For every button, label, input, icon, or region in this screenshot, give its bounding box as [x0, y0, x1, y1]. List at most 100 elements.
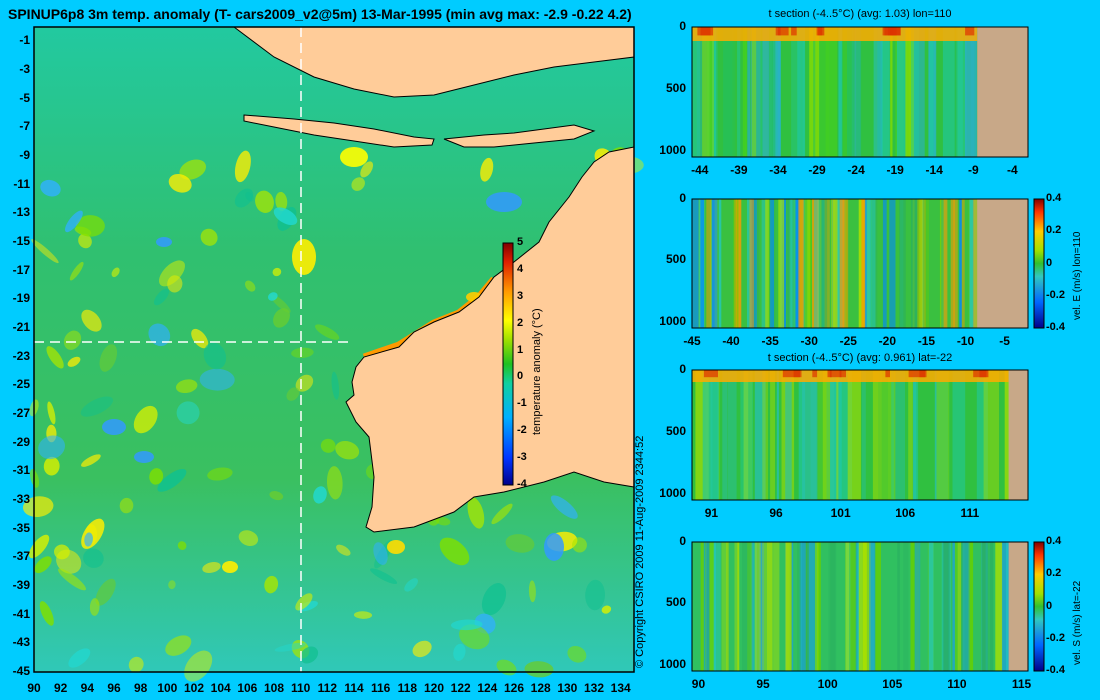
- panel-x-tick: 105: [882, 677, 903, 691]
- section-column: [965, 27, 977, 157]
- section-column: [914, 370, 919, 500]
- section-column: [723, 27, 735, 157]
- map-y-tick: -43: [12, 635, 30, 650]
- eddy: [326, 466, 343, 500]
- section-column: [692, 27, 701, 157]
- section-column: [751, 542, 757, 671]
- eddy: [314, 324, 340, 340]
- section-column: [857, 542, 860, 671]
- surface-hotspot: [829, 370, 842, 378]
- section-column: [709, 27, 712, 157]
- eddy: [360, 161, 374, 178]
- map-y-tick: -33: [12, 492, 30, 506]
- section-column: [823, 199, 830, 328]
- eddy: [336, 544, 351, 556]
- eddy: [75, 215, 105, 237]
- section-column: [899, 199, 906, 328]
- section-column: [799, 542, 806, 671]
- section-column: [962, 542, 970, 671]
- eddy: [273, 308, 290, 328]
- map-x-tick: 102: [184, 681, 205, 695]
- surface-hotspot: [700, 27, 711, 36]
- section-column: [734, 199, 738, 328]
- panel1-title: t section (-4..5°C) (avg: 1.03) lon=110: [768, 8, 952, 20]
- map-y-tick: -1: [19, 33, 30, 48]
- section-column: [928, 542, 934, 671]
- section-column: [822, 199, 828, 328]
- map-x-tick: 126: [504, 681, 525, 695]
- section-column: [791, 27, 801, 157]
- land-indonesia-north: [164, 26, 635, 98]
- eddy: [439, 537, 470, 566]
- section-column: [834, 370, 838, 500]
- section-column: [749, 370, 753, 500]
- section-column: [765, 199, 769, 328]
- eddy: [80, 396, 114, 417]
- section-column: [710, 370, 719, 500]
- panel-colorbar-tick: 0: [1046, 256, 1053, 269]
- section-column: [706, 199, 711, 328]
- section-column: [982, 542, 989, 671]
- map-x-tick: 116: [370, 681, 391, 695]
- section-column: [961, 199, 965, 328]
- copyright: © Copyright CSIRO 2009 11-Aug-2009 2344:…: [634, 435, 646, 668]
- eddy: [148, 323, 171, 347]
- eddy: [404, 578, 418, 592]
- panel-x-tick: 95: [756, 677, 770, 691]
- panel-x-tick: 106: [895, 506, 916, 520]
- section-column: [798, 370, 806, 500]
- panel3-title: t section (-4..5°C) (avg: 0.961) lat=-22: [767, 352, 953, 364]
- eddy: [63, 330, 82, 350]
- eddy: [274, 642, 306, 652]
- section-column: [919, 199, 924, 328]
- anomaly-map: [22, 26, 644, 682]
- map-x-tick: 128: [530, 681, 551, 695]
- panel-colorbar-tick: -0.4: [1046, 321, 1065, 333]
- map-y-tick: -39: [12, 578, 30, 592]
- panel-land: [977, 27, 1028, 157]
- section-column: [802, 27, 805, 157]
- section-column: [723, 27, 733, 157]
- surface-hotspot: [884, 27, 894, 36]
- eddy: [179, 159, 207, 180]
- map-colorbar-tick: 2: [517, 316, 524, 329]
- map-x-tick: 110: [290, 681, 311, 695]
- panel-x-tick: -45: [683, 334, 701, 348]
- section-column: [838, 27, 843, 157]
- panel-x-tick: 91: [704, 506, 719, 520]
- section-column: [761, 199, 768, 328]
- map-x-tick: 104: [210, 681, 231, 695]
- eddy: [31, 239, 59, 264]
- eddy: [272, 267, 282, 277]
- map-y-tick: -7: [19, 119, 30, 134]
- section-column: [802, 370, 818, 500]
- eddy: [89, 598, 100, 616]
- section-column: [696, 27, 707, 157]
- map-x-tick: 108: [264, 681, 285, 695]
- eddy: [467, 497, 485, 529]
- panel-x-tick: 100: [817, 677, 838, 691]
- section-column: [929, 27, 934, 157]
- eddy: [149, 468, 164, 485]
- map-x-tick: 114: [344, 681, 364, 695]
- section-column: [910, 542, 915, 671]
- section-column: [807, 542, 815, 671]
- eddy: [200, 228, 218, 246]
- panel-x-tick: 110: [947, 677, 967, 691]
- panel-x-tick: 115: [1011, 677, 1032, 691]
- section-column: [873, 27, 883, 157]
- section-column: [865, 542, 871, 671]
- panel-x-tick: -5: [999, 334, 1010, 348]
- section-column: [747, 27, 750, 157]
- eddy: [39, 601, 54, 626]
- section-column: [754, 542, 761, 671]
- warm-eddy: [340, 147, 368, 167]
- section-column: [692, 199, 699, 328]
- section-column: [881, 370, 895, 500]
- warm-eddy: [387, 540, 405, 554]
- cold-eddy: [102, 419, 126, 435]
- panel2-colorbar-label: vel. E (m/s) lon=110: [1072, 231, 1083, 320]
- section-column: [711, 199, 718, 328]
- section-column: [770, 370, 775, 500]
- surface-hotspot: [791, 27, 797, 36]
